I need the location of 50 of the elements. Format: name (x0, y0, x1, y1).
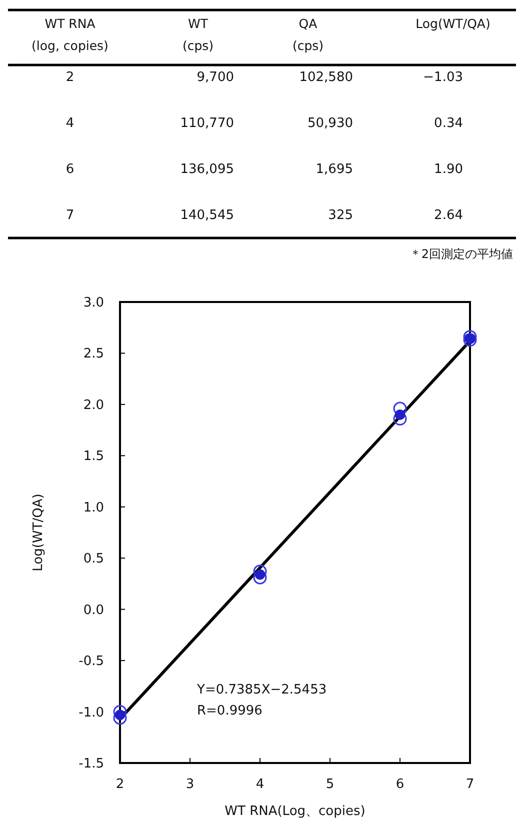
text: 2 (66, 70, 74, 85)
point (463, 330, 477, 344)
text: −1.03 (423, 70, 463, 85)
text: 9,700 (196, 70, 234, 85)
y-tick-label: -1.5 (78, 756, 104, 772)
point (463, 333, 477, 347)
x-tick-label: 6 (396, 777, 404, 792)
x-tick-label: 7 (466, 777, 474, 792)
x-tick-label: 2 (116, 777, 124, 792)
y-tick-label: 1.0 (83, 500, 104, 516)
text: 50,930 (308, 116, 353, 131)
point (394, 409, 406, 420)
text: 136,095 (180, 162, 234, 177)
y-tick-label: 1.5 (83, 449, 104, 464)
point (393, 402, 407, 416)
annotation: R=0.9996 (197, 703, 262, 718)
y-tick-label: 3.0 (83, 296, 104, 310)
text: 110,770 (180, 116, 234, 131)
point (393, 412, 407, 426)
text: 325 (328, 208, 353, 223)
y-tick-label: 0.5 (83, 552, 104, 567)
text: 4 (66, 116, 74, 131)
x-axis-title: WT RNA(Log、copies) (224, 804, 366, 819)
x-tick-label: 3 (186, 777, 194, 792)
category-label: WT RNA (log, copies) (32, 16, 108, 53)
point (253, 570, 267, 584)
text: 7 (66, 208, 74, 223)
y-tick-label: -1.0 (78, 705, 104, 720)
text: 140,545 (180, 208, 234, 223)
y-axis-title: Log(WT/QA) (31, 494, 46, 572)
y-tick-label: 2.5 (83, 346, 104, 362)
category-label: WT (cps) (182, 16, 214, 53)
annotation: Y=0.7385X−2.5453 (196, 682, 327, 698)
text: 102,580 (299, 70, 353, 85)
x-tick-label: 5 (326, 777, 334, 792)
y-tick-label: 0.0 (83, 602, 104, 618)
text: 2.64 (434, 208, 463, 223)
text: ＊2回測定の平均値 (409, 247, 513, 261)
category-label: QA (cps) (292, 16, 324, 53)
point (114, 710, 126, 720)
text: 0.34 (434, 116, 463, 131)
point (254, 569, 266, 580)
category-label: Log(WT/QA) (416, 16, 490, 31)
y-tick-label: -0.5 (78, 654, 104, 670)
text: 1,695 (316, 162, 353, 177)
point (464, 334, 476, 344)
x-tick-label: 4 (256, 777, 264, 792)
text: 1.90 (434, 162, 463, 177)
text: 6 (66, 162, 74, 177)
y-tick-label: 2.0 (83, 398, 104, 413)
